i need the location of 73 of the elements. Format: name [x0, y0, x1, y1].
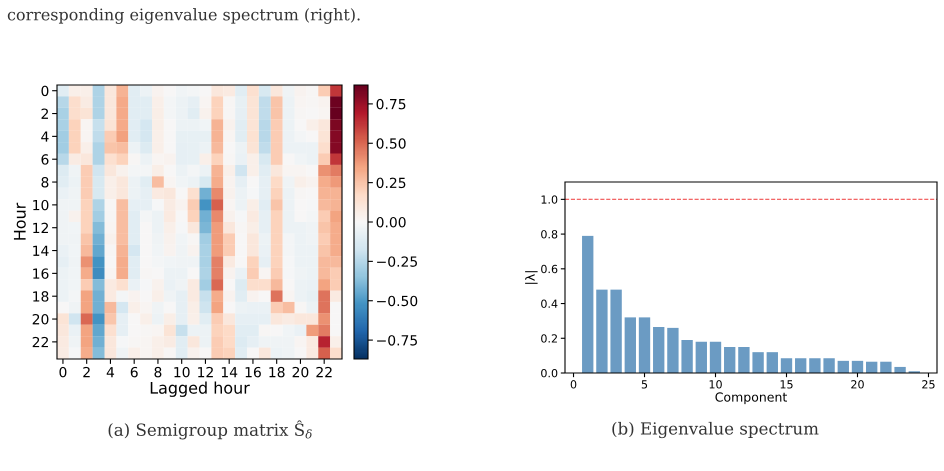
- color-bar-label: 0.00: [376, 216, 406, 228]
- y-tick-label: 16: [33, 268, 48, 279]
- y-tick-label: 4: [41, 132, 49, 142]
- bar: [809, 358, 821, 373]
- y-tick-label: 0: [41, 86, 48, 96]
- y-tick-label: 0.2: [541, 334, 557, 343]
- color-bar-label: −0.75: [377, 335, 417, 346]
- bar: [667, 328, 679, 373]
- text: corresponding eigenvalue spectrum (right).: [8, 8, 360, 24]
- bar: [710, 342, 722, 373]
- color-bar-label: 0.75: [376, 98, 406, 110]
- y-tick-label: 1.0: [542, 195, 558, 204]
- x-tick-label: 4: [106, 367, 114, 378]
- x-tick-label: 8: [154, 366, 162, 378]
- bar: [880, 362, 892, 373]
- bar: [638, 317, 650, 373]
- y-tick-label: 0.4: [541, 300, 558, 308]
- bar: [582, 236, 594, 373]
- y-tick-label: 10: [33, 200, 48, 210]
- x-tick-label: 10: [174, 366, 190, 378]
- bar: [894, 366, 906, 373]
- x-tick-label: 20: [292, 366, 308, 378]
- y-tick-label: 22: [32, 336, 48, 348]
- x-tick-label: 14: [222, 367, 238, 378]
- bar: [766, 352, 778, 373]
- text: (a) Semigroup matrix Ŝ$_{δ}$: [108, 420, 312, 440]
- x-axis-title: Component: [715, 392, 787, 404]
- bar: [596, 290, 608, 373]
- bar: [610, 290, 622, 373]
- y-tick-label: 0.6: [541, 264, 558, 274]
- bar: [795, 358, 806, 373]
- x-tick-label: 0: [59, 366, 66, 378]
- y-axis-title: Hour: [14, 202, 26, 240]
- y-tick-label: 18: [33, 291, 48, 302]
- y-tick-label: 0.8: [541, 230, 558, 238]
- x-tick-label: 5: [642, 380, 648, 389]
- bar: [780, 358, 792, 373]
- bar: [681, 340, 693, 373]
- x-tick-label: 20: [851, 380, 864, 389]
- x-axis-title: Lagged hour: [150, 381, 250, 397]
- bar: [838, 360, 849, 373]
- y-tick-label: 6: [41, 154, 48, 165]
- y-tick-label: 14: [33, 246, 49, 256]
- y-tick-label: 12: [33, 222, 48, 233]
- y-tick-label: 20: [32, 314, 48, 325]
- color-bar-label: 0.25: [376, 178, 406, 188]
- bar: [823, 358, 835, 373]
- bar: [738, 346, 750, 373]
- color-bar-label: 0.50: [376, 138, 406, 149]
- text: (b) Eigenvalue spectrum: [612, 422, 819, 438]
- x-tick-label: 16: [246, 366, 261, 378]
- x-tick-label: 2: [83, 366, 90, 378]
- x-tick-label: 25: [922, 380, 935, 389]
- color-bar-label: −0.25: [377, 256, 417, 267]
- x-tick-label: 22: [316, 366, 332, 378]
- bar: [866, 362, 878, 373]
- bar: [624, 317, 636, 373]
- x-tick-label: 12: [198, 366, 213, 378]
- y-tick-label: 8: [41, 177, 48, 188]
- y-tick-label: 2: [42, 108, 48, 119]
- x-tick-label: 10: [710, 380, 722, 389]
- bar: [653, 326, 664, 373]
- y-tick-label: 0.0: [541, 368, 558, 378]
- x-tick-label: 6: [130, 366, 138, 378]
- bar: [696, 342, 707, 373]
- bar: [852, 360, 864, 373]
- bar: [752, 352, 764, 373]
- x-tick-label: 18: [269, 366, 285, 378]
- bar: [724, 346, 736, 373]
- y-axis-title: |λ|: [525, 271, 538, 284]
- x-tick-label: 0: [570, 380, 576, 389]
- x-tick-label: 15: [780, 380, 793, 389]
- color-bar-label: −0.50: [377, 296, 418, 306]
